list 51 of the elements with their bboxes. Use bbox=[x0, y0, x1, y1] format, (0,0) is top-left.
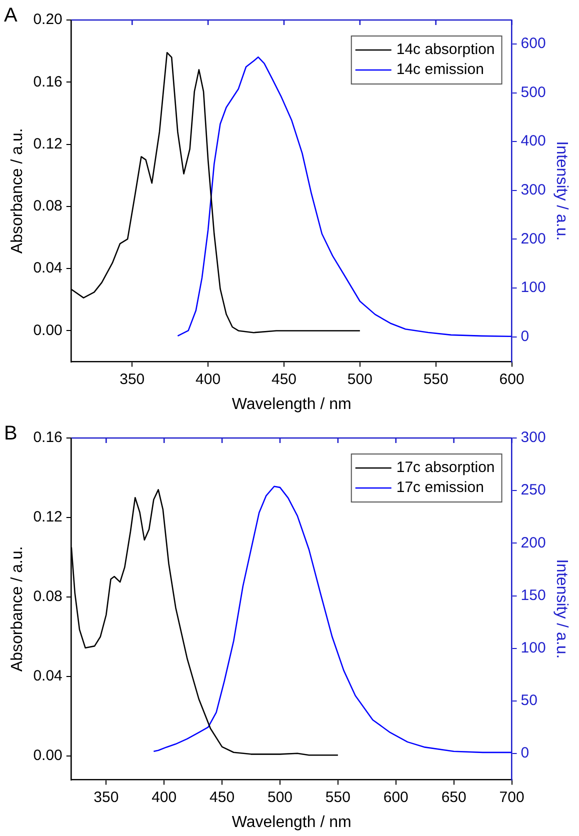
y2-tick-label: 150 bbox=[520, 586, 546, 604]
x-tick-label: 650 bbox=[441, 788, 466, 806]
y-tick-label: 0.04 bbox=[33, 668, 62, 685]
text: A bbox=[4, 4, 18, 27]
y2-tick-label: 100 bbox=[520, 279, 546, 296]
y-axis-title: Absorbance / a.u. bbox=[9, 546, 26, 672]
x-axis-title: Wavelength / nm bbox=[232, 396, 352, 413]
x-tick-label: 500 bbox=[267, 788, 293, 806]
y-tick-label: 0.12 bbox=[33, 508, 62, 526]
x-tick-label: 550 bbox=[423, 370, 448, 388]
x-tick-label: 350 bbox=[94, 788, 119, 806]
y-tick-label: 0.00 bbox=[33, 747, 62, 764]
y2-tick-label: 50 bbox=[520, 692, 538, 710]
y2-tick-label: 500 bbox=[520, 84, 546, 101]
y-tick-label: 0.16 bbox=[33, 73, 62, 90]
x-tick-label: 400 bbox=[196, 370, 221, 388]
y-tick-label: 0.04 bbox=[33, 260, 62, 277]
legend-label: 17c absorption bbox=[396, 459, 495, 476]
x-tick-label: 600 bbox=[383, 788, 408, 806]
x-axis-title: Wavelength / nm bbox=[232, 814, 352, 831]
legend-label: 17c emission bbox=[396, 479, 484, 496]
legend-label: 14c absorption bbox=[396, 41, 495, 58]
x-tick-label: 550 bbox=[325, 788, 350, 806]
x-tick-label: 500 bbox=[347, 370, 372, 388]
y2-tick-label: 0 bbox=[520, 744, 530, 762]
y2-tick-label: 100 bbox=[520, 639, 546, 656]
y2-axis-title: Intensity / a.u. bbox=[552, 559, 570, 659]
y-tick-label: 0.00 bbox=[33, 322, 62, 339]
y2-axis-title: Intensity / a.u. bbox=[552, 141, 570, 241]
y2-tick-label: 300 bbox=[520, 429, 546, 446]
y2-tick-label: 300 bbox=[520, 182, 546, 199]
y-tick-label: 0.12 bbox=[33, 135, 62, 152]
y2-tick-label: 200 bbox=[520, 230, 546, 248]
y-tick-label: 0.08 bbox=[33, 588, 62, 606]
y2-tick-label: 400 bbox=[520, 132, 546, 150]
y2-tick-label: 250 bbox=[520, 482, 546, 499]
x-tick-label: 350 bbox=[120, 370, 145, 388]
x-tick-label: 450 bbox=[271, 370, 297, 388]
y2-tick-label: 600 bbox=[520, 35, 546, 52]
x-tick-label: 400 bbox=[152, 788, 177, 806]
x-tick-label: 600 bbox=[499, 370, 524, 388]
y2-tick-label: 0 bbox=[520, 328, 530, 346]
text: B bbox=[4, 422, 18, 445]
y-tick-label: 0.16 bbox=[33, 429, 62, 446]
y-axis-title: Absorbance / a.u. bbox=[9, 128, 26, 254]
y-tick-label: 0.20 bbox=[33, 11, 62, 28]
y-tick-label: 0.08 bbox=[33, 198, 62, 215]
x-tick-label: 700 bbox=[499, 788, 524, 806]
legend-label: 14c emission bbox=[396, 61, 484, 78]
x-tick-label: 450 bbox=[210, 788, 235, 806]
y2-tick-label: 200 bbox=[520, 534, 546, 552]
